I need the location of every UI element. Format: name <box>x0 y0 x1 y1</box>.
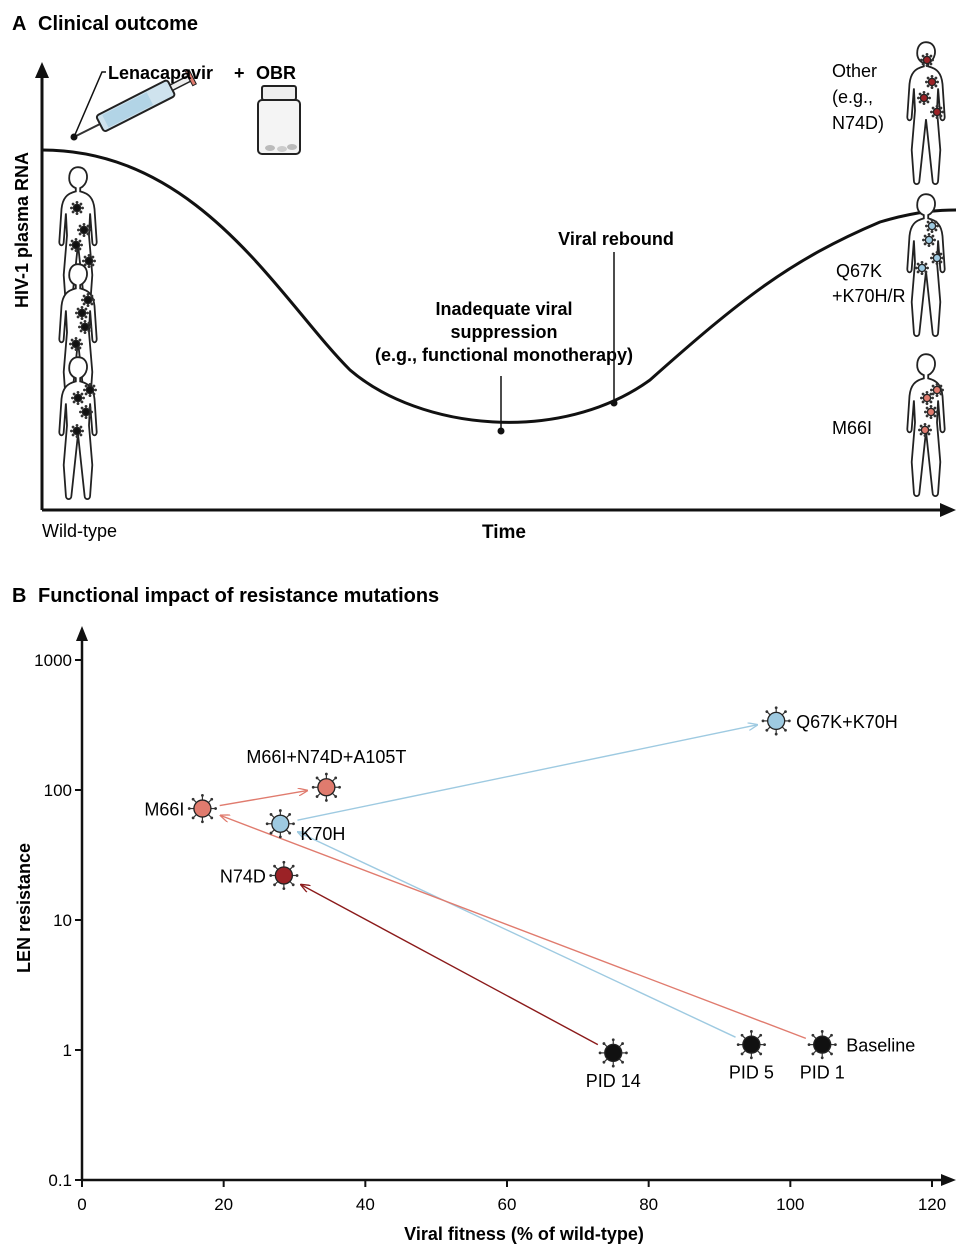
wildtype-virus-icon <box>71 391 85 405</box>
panel-a-title: Clinical outcome <box>38 13 198 35</box>
mutant-virus-icon <box>920 391 934 405</box>
x-tick-label: 0 <box>77 1195 86 1214</box>
mutant-virus-icon <box>924 405 938 419</box>
point-label-pid1: PID 1 <box>800 1063 845 1083</box>
panel-b-y-axis-arrow <box>76 626 88 641</box>
wildtype-virus-icon <box>77 223 91 237</box>
mutant-virus-icon <box>922 233 936 247</box>
y-tick-label: 1 <box>63 1041 72 1060</box>
annotation-rebound: Viral rebound <box>558 229 674 249</box>
wildtype-virus-icon <box>70 424 84 438</box>
panel-a-start-label: Wild-type <box>42 521 117 541</box>
mutant-virus-icon <box>930 105 944 119</box>
x-tick-label: 40 <box>356 1195 375 1214</box>
arrow-pid14-to-n74d <box>301 885 599 1046</box>
mutant-virus-icon <box>917 91 931 105</box>
arrow-pid5-to-k70h <box>298 832 736 1038</box>
x-tick-label: 60 <box>498 1195 517 1214</box>
panel-a-y-axis-arrow <box>35 62 49 78</box>
outcome-m66i-label: M66I <box>832 418 872 438</box>
panel-b: B Functional impact of resistance mutati… <box>12 585 956 1244</box>
point-q67k_k70h-virus-icon <box>761 706 791 736</box>
y-tick-label: 1000 <box>34 651 72 670</box>
point-label-m66i_n74d_a105t: M66I+N74D+A105T <box>246 747 406 767</box>
wildtype-virus-icon <box>69 238 83 252</box>
outcome-other-line3: N74D) <box>832 113 884 133</box>
panel-b-x-label: Viral fitness (% of wild-type) <box>404 1224 644 1244</box>
wildtype-virus-icon <box>78 320 92 334</box>
x-tick-label: 20 <box>214 1195 233 1214</box>
point-k70h-virus-icon <box>265 809 295 839</box>
point-m66i-virus-icon <box>187 793 217 824</box>
y-tick-label: 100 <box>44 781 72 800</box>
annotation-low-line3: (e.g., functional monotherapy) <box>375 345 633 365</box>
mutant-virus-icon <box>930 383 944 397</box>
x-tick-label: 80 <box>639 1195 658 1214</box>
y-tick-label: 0.1 <box>48 1171 72 1190</box>
mutant-virus-icon <box>930 251 944 265</box>
mutant-virus-icon <box>925 219 939 233</box>
viral-load-curve <box>41 148 956 424</box>
arrow-pid1-to-m66i <box>221 815 807 1040</box>
point-n74d-virus-icon <box>269 860 299 891</box>
wildtype-virus-icon <box>69 337 83 351</box>
point-pid14-virus-icon <box>598 1038 628 1068</box>
drug-label: Lenacapavir <box>108 63 213 83</box>
panel-b-letter: B <box>12 585 26 607</box>
point-m66i_n74d_a105t-virus-icon <box>311 772 341 802</box>
mutant-virus-icon <box>918 423 932 437</box>
panel-a: A Clinical outcome HIV-1 plasma RNA Time… <box>12 13 956 543</box>
panel-a-y-label: HIV-1 plasma RNA <box>12 152 32 308</box>
wildtype-virus-icon <box>70 201 84 215</box>
panel-a-letter: A <box>12 13 26 35</box>
point-label-q67k_k70h: Q67K+K70H <box>796 712 898 732</box>
outcome-q67k-line2: +K70H/R <box>832 286 906 306</box>
panel-b-title: Functional impact of resistance mutation… <box>38 585 439 607</box>
mutant-virus-icon <box>925 75 939 89</box>
arrow-k70h-to-q67k_k70h <box>297 725 757 821</box>
wildtype-virus-icon <box>75 306 89 320</box>
x-tick-label: 120 <box>918 1195 946 1214</box>
mutant-virus-icon <box>915 261 929 275</box>
panel-b-x-axis-arrow <box>941 1174 956 1186</box>
wildtype-virus-icon <box>82 254 96 268</box>
panel-a-x-axis-arrow <box>940 503 956 517</box>
outcome-other-line1: Other <box>832 61 877 81</box>
pill-bottle-icon <box>257 85 301 155</box>
point-label-pid14: PID 14 <box>586 1071 641 1091</box>
wildtype-virus-icon <box>79 405 93 419</box>
point-label-m66i: M66I <box>144 800 184 820</box>
panel-b-y-label: LEN resistance <box>14 843 34 973</box>
wildtype-virus-icon <box>81 293 95 307</box>
outcome-q67k-line1: Q67K <box>836 261 882 281</box>
annotation-low-line1: Inadequate viral <box>435 299 572 319</box>
panel-a-x-label: Time <box>482 522 526 543</box>
point-extra-label-pid1: Baseline <box>846 1036 915 1056</box>
annotation-low-line2: suppression <box>450 322 557 342</box>
point-label-k70h: K70H <box>300 824 345 844</box>
outcome-other-line2: (e.g., <box>832 87 873 107</box>
x-tick-label: 100 <box>776 1195 804 1214</box>
wildtype-virus-icon <box>83 383 97 397</box>
point-label-n74d: N74D <box>220 866 266 886</box>
obr-label: OBR <box>256 63 296 83</box>
point-label-pid5: PID 5 <box>729 1063 774 1083</box>
y-tick-label: 10 <box>53 911 72 930</box>
arrow-m66i-to-m66i_n74d_a105t <box>219 791 307 807</box>
point-pid1-virus-icon <box>807 1030 837 1060</box>
drug-leader-line <box>73 71 106 138</box>
plus-sign: + <box>234 63 245 83</box>
mutant-virus-icon <box>920 53 934 67</box>
point-pid5-virus-icon <box>736 1030 766 1060</box>
